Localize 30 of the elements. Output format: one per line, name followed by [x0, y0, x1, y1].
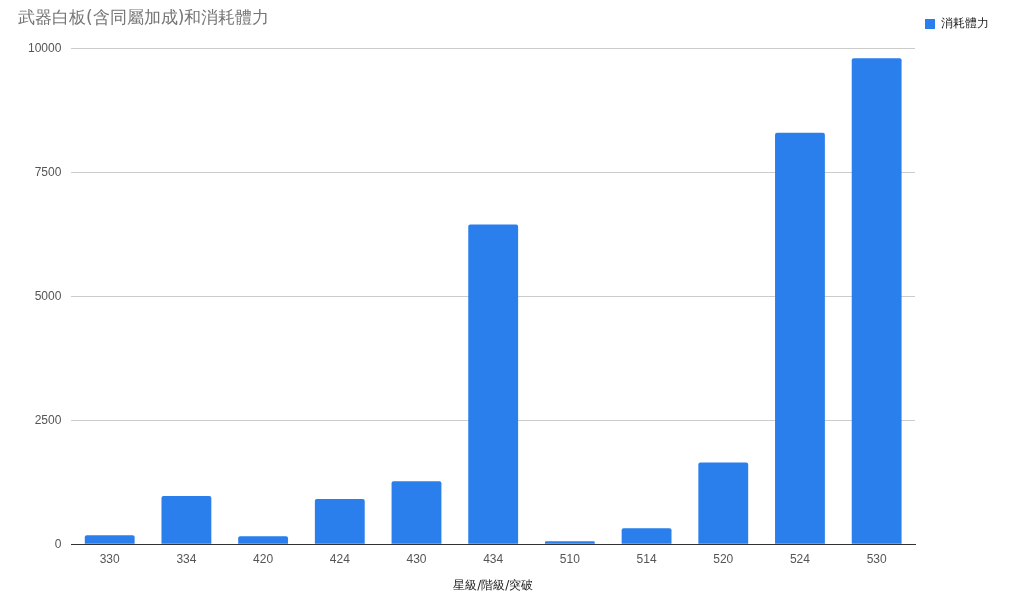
x-tick-label: 434 — [483, 551, 504, 566]
y-tick-label: 10000 — [27, 40, 62, 55]
x-tick-label: 520 — [713, 551, 734, 566]
bar — [84, 535, 135, 544]
x-tick-label: 330 — [99, 551, 121, 566]
bar — [544, 541, 595, 544]
bar — [391, 481, 442, 544]
x-tick-label: 530 — [866, 551, 887, 566]
bar — [621, 528, 672, 544]
y-tick-label: 5000 — [34, 288, 62, 303]
bar — [698, 462, 749, 544]
x-tick-label: 430 — [406, 551, 427, 566]
y-tick-label: 7500 — [34, 164, 62, 179]
x-tick-label: 334 — [176, 551, 197, 566]
bar — [314, 499, 365, 544]
x-tick-label: 420 — [253, 551, 274, 566]
chart-title: 武器白板(含同屬加成)和消耗體力 — [18, 6, 270, 27]
x-tick-label: 524 — [789, 551, 811, 566]
bar — [468, 224, 519, 544]
bar — [238, 536, 289, 544]
bar — [851, 58, 902, 544]
x-tick-label: 424 — [329, 551, 351, 566]
y-tick-label: 0 — [54, 536, 62, 551]
legend-label: 消耗體力 — [941, 16, 989, 31]
y-tick-label: 2500 — [34, 412, 62, 427]
bar — [161, 496, 212, 544]
x-tick-label: 510 — [559, 551, 581, 566]
x-axis-title: 星級/階級/突破 — [453, 577, 534, 592]
x-tick-label: 514 — [636, 551, 657, 566]
bar — [775, 132, 825, 544]
